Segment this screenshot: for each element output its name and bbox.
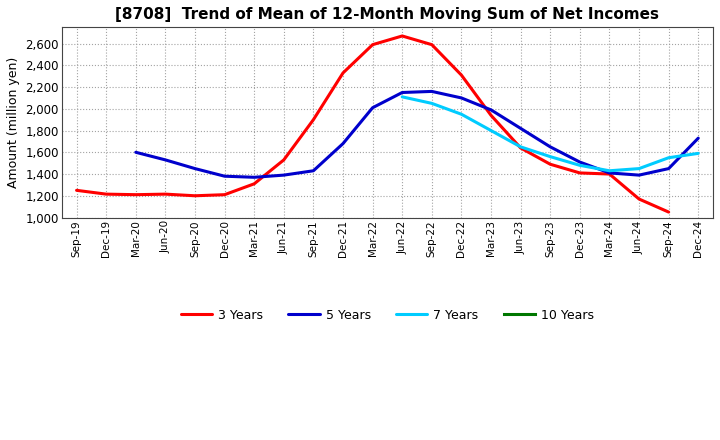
Line: 3 Years: 3 Years bbox=[76, 36, 669, 212]
Legend: 3 Years, 5 Years, 7 Years, 10 Years: 3 Years, 5 Years, 7 Years, 10 Years bbox=[176, 304, 599, 326]
3 Years bbox=[191, 193, 199, 198]
3 Years bbox=[546, 161, 554, 167]
7 Years bbox=[635, 166, 644, 171]
5 Years bbox=[546, 144, 554, 150]
3 Years bbox=[72, 188, 81, 193]
5 Years bbox=[338, 141, 347, 146]
3 Years bbox=[516, 145, 525, 150]
5 Years bbox=[191, 166, 199, 171]
3 Years bbox=[250, 181, 258, 187]
7 Years bbox=[516, 144, 525, 150]
7 Years bbox=[398, 94, 407, 99]
Y-axis label: Amount (million yen): Amount (million yen) bbox=[7, 57, 20, 188]
5 Years bbox=[487, 107, 495, 113]
3 Years bbox=[635, 196, 644, 202]
3 Years bbox=[132, 192, 140, 197]
7 Years bbox=[546, 154, 554, 159]
3 Years bbox=[665, 209, 673, 215]
7 Years bbox=[694, 151, 703, 156]
3 Years bbox=[605, 172, 613, 177]
Line: 5 Years: 5 Years bbox=[136, 92, 698, 177]
Line: 7 Years: 7 Years bbox=[402, 97, 698, 171]
3 Years bbox=[457, 73, 466, 78]
5 Years bbox=[428, 89, 436, 94]
5 Years bbox=[605, 170, 613, 176]
5 Years bbox=[220, 173, 229, 179]
5 Years bbox=[665, 166, 673, 171]
7 Years bbox=[428, 101, 436, 106]
3 Years bbox=[161, 191, 170, 197]
3 Years bbox=[428, 42, 436, 48]
3 Years bbox=[338, 70, 347, 76]
5 Years bbox=[516, 126, 525, 131]
3 Years bbox=[369, 42, 377, 48]
7 Years bbox=[457, 112, 466, 117]
5 Years bbox=[575, 159, 584, 165]
Title: [8708]  Trend of Mean of 12-Month Moving Sum of Net Incomes: [8708] Trend of Mean of 12-Month Moving … bbox=[115, 7, 660, 22]
3 Years bbox=[220, 192, 229, 197]
5 Years bbox=[161, 157, 170, 162]
5 Years bbox=[369, 105, 377, 110]
3 Years bbox=[279, 157, 288, 162]
5 Years bbox=[132, 150, 140, 155]
5 Years bbox=[309, 168, 318, 173]
5 Years bbox=[457, 95, 466, 101]
3 Years bbox=[102, 191, 110, 197]
3 Years bbox=[575, 170, 584, 176]
5 Years bbox=[250, 175, 258, 180]
5 Years bbox=[635, 172, 644, 178]
3 Years bbox=[398, 33, 407, 39]
3 Years bbox=[487, 113, 495, 118]
5 Years bbox=[694, 136, 703, 141]
5 Years bbox=[398, 90, 407, 95]
7 Years bbox=[487, 128, 495, 133]
3 Years bbox=[309, 117, 318, 122]
7 Years bbox=[665, 155, 673, 160]
7 Years bbox=[575, 163, 584, 168]
5 Years bbox=[279, 172, 288, 178]
7 Years bbox=[605, 168, 613, 173]
